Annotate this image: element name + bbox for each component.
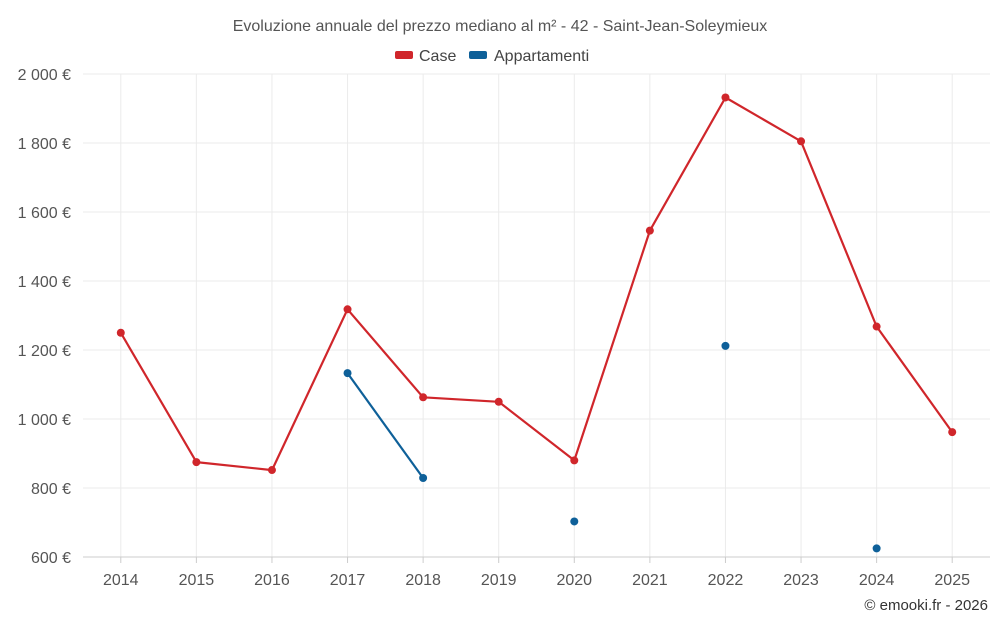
legend-label-appartamenti: Appartamenti xyxy=(494,48,589,65)
series-line-appartamenti-0 xyxy=(346,372,424,479)
y-axis: 600 € 800 € 1 000 € 1 200 € 1 400 € 1 600 € 1 … xyxy=(18,67,71,567)
x-tick-label-2018: 2018 xyxy=(405,572,441,589)
x-tick-label-2017: 2017 xyxy=(330,572,366,589)
x-tick-label-2022: 2022 xyxy=(708,572,744,589)
x-tick-label-2015: 2015 xyxy=(179,572,215,589)
data-point-case-2025 xyxy=(948,428,957,437)
x-tick-label-2021: 2021 xyxy=(632,572,668,589)
grid xyxy=(83,73,990,558)
legend-item-appartamenti[interactable]: Appartamenti xyxy=(469,48,589,65)
data-point-appartamenti-2018 xyxy=(419,473,428,482)
y-tick-label-1400: 1 400 € xyxy=(18,274,71,291)
x-tick-label-2014: 2014 xyxy=(103,572,139,589)
x-tick-label-2019: 2019 xyxy=(481,572,517,589)
y-tick-label-1600: 1 600 € xyxy=(18,205,71,222)
x-tick-label-2025: 2025 xyxy=(934,572,970,589)
chart-title: Evoluzione annuale del prezzo mediano al… xyxy=(233,18,768,35)
series-layer xyxy=(116,93,957,553)
data-point-appartamenti-2017 xyxy=(343,369,352,378)
x-axis: 2014 2015 2016 2017 2018 2019 2020 2021 2022 2023… xyxy=(83,556,990,589)
y-tick-label-2000: 2 000 € xyxy=(18,67,71,84)
credit-text: © emooki.fr - 2026 xyxy=(864,597,988,614)
x-tick-label-2023: 2023 xyxy=(783,572,819,589)
data-point-case-2020 xyxy=(570,456,579,465)
series-line-case-0 xyxy=(119,96,954,472)
data-point-case-2021 xyxy=(645,226,654,235)
legend: Case Appartamenti xyxy=(395,48,589,65)
data-point-case-2022 xyxy=(721,93,730,102)
data-point-case-2023 xyxy=(797,137,806,146)
y-tick-label-800: 800 € xyxy=(31,481,71,498)
y-tick-label-1000: 1 000 € xyxy=(18,412,71,429)
legend-swatch-case xyxy=(395,51,413,59)
data-point-case-2014 xyxy=(116,328,125,337)
data-point-appartamenti-2020 xyxy=(570,517,579,526)
legend-item-case[interactable]: Case xyxy=(395,48,456,65)
x-tick-label-2024: 2024 xyxy=(859,572,895,589)
data-point-case-2019 xyxy=(494,397,503,406)
data-point-case-2015 xyxy=(192,458,201,467)
data-point-case-2016 xyxy=(267,466,276,475)
data-point-case-2018 xyxy=(419,393,428,402)
data-point-case-2017 xyxy=(343,305,352,314)
y-tick-label-1200: 1 200 € xyxy=(18,343,71,360)
data-point-appartamenti-2024 xyxy=(872,544,881,553)
y-tick-label-600: 600 € xyxy=(31,550,71,567)
data-point-case-2024 xyxy=(872,322,881,331)
legend-swatch-appartamenti xyxy=(469,51,487,59)
x-tick-label-2016: 2016 xyxy=(254,572,290,589)
x-tick-label-2020: 2020 xyxy=(556,572,592,589)
y-tick-label-1800: 1 800 € xyxy=(18,136,71,153)
data-point-appartamenti-2022 xyxy=(721,341,730,350)
legend-label-case: Case xyxy=(419,48,456,65)
